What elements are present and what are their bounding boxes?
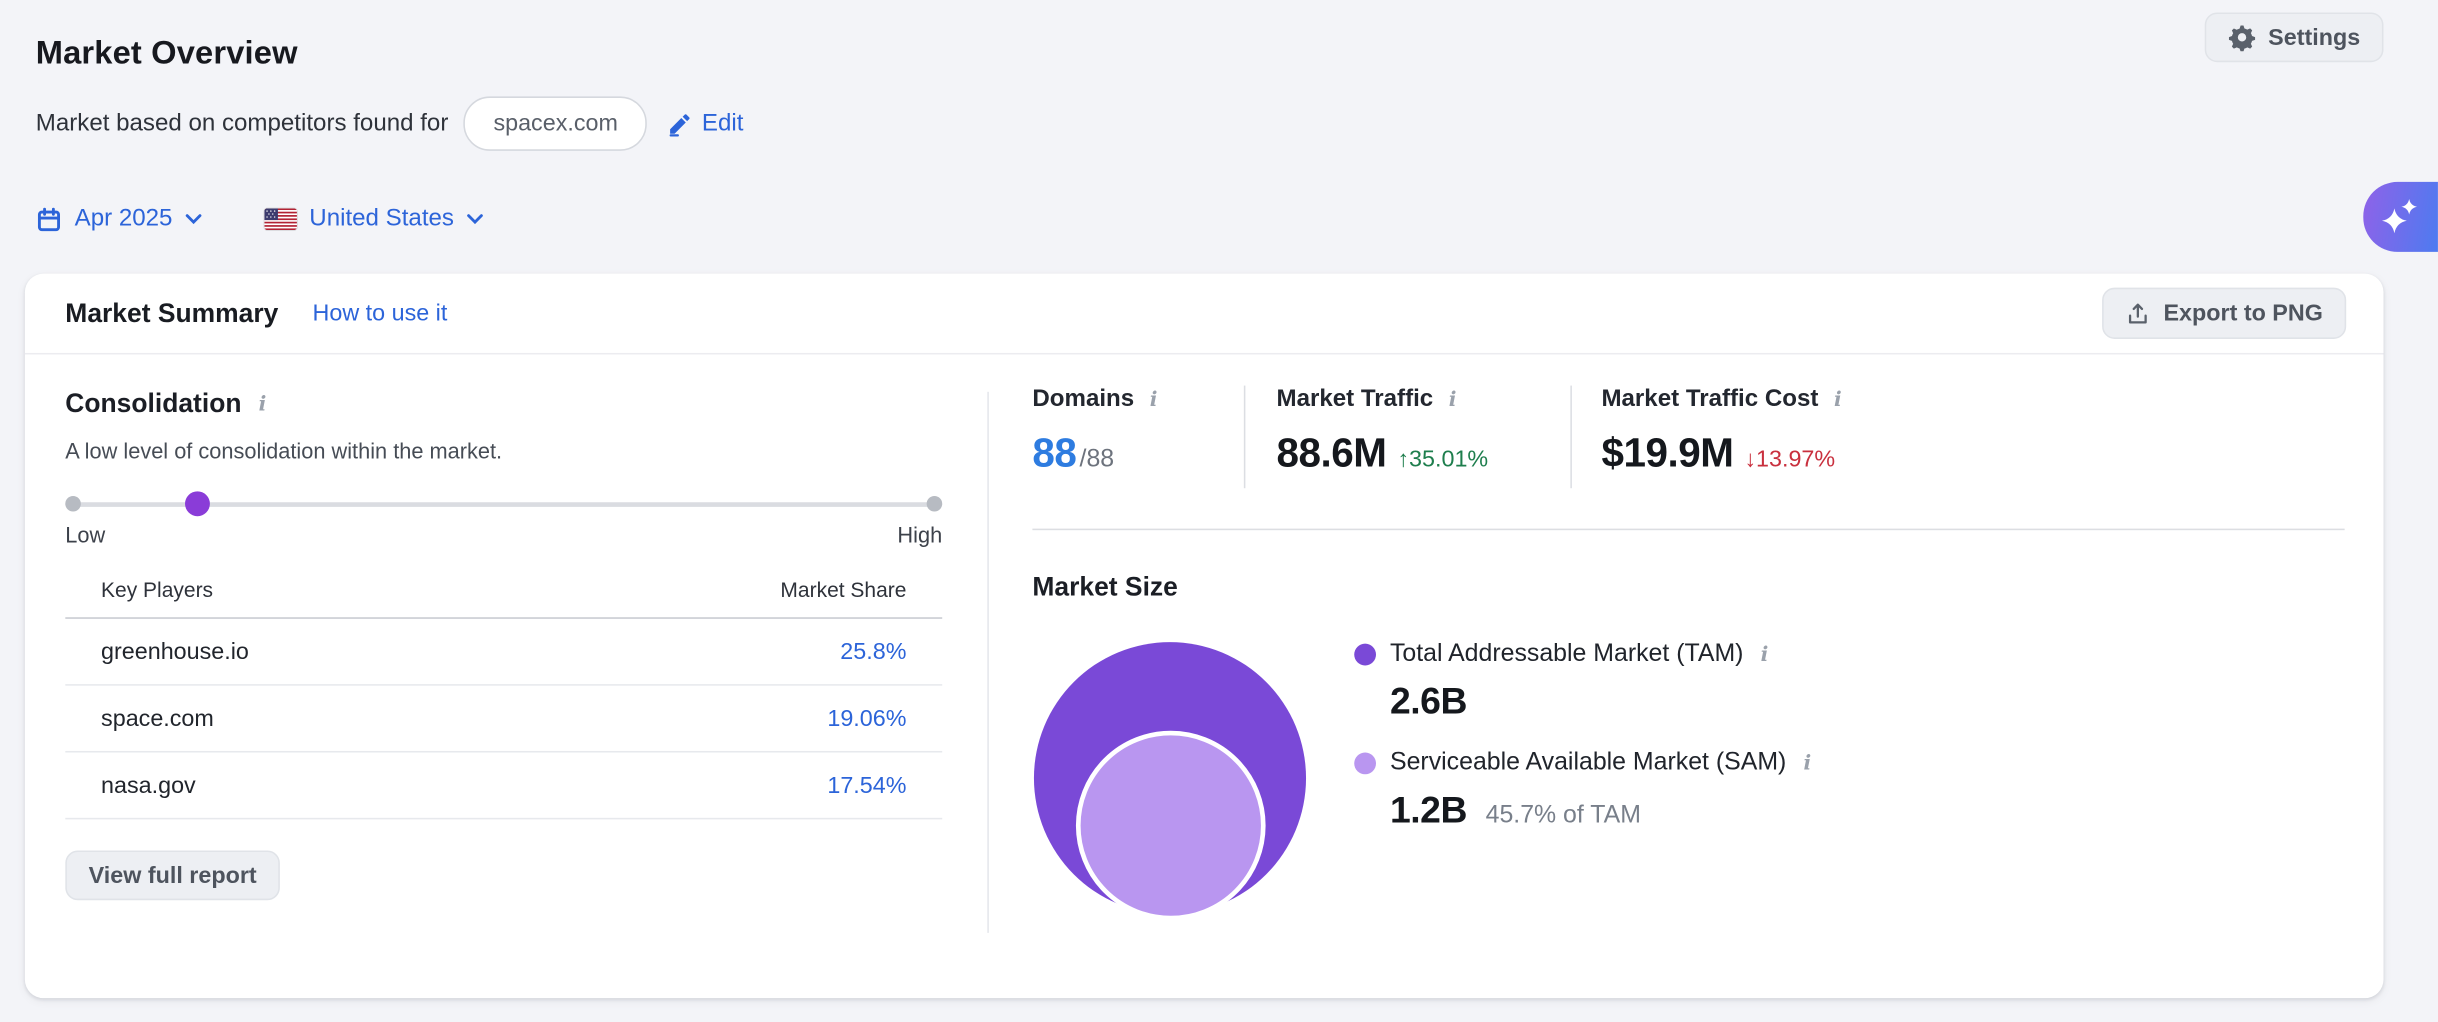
settings-button[interactable]: Settings: [2204, 12, 2384, 63]
chevron-down-icon: [185, 213, 202, 225]
sam-label: Serviceable Available Market (SAM): [1389, 749, 1787, 776]
info-icon[interactable]: i: [1833, 387, 1842, 412]
player-domain: space.com: [101, 705, 214, 732]
pencil-icon: [668, 111, 693, 136]
info-icon[interactable]: i: [1149, 387, 1158, 412]
slider-start-dot: [65, 495, 81, 512]
subtitle-text: Market based on competitors found for: [35, 109, 449, 137]
view-full-report-label: View full report: [88, 862, 257, 889]
export-to-png-button[interactable]: Export to PNG: [2102, 287, 2347, 339]
tam-label: Total Addressable Market (TAM): [1389, 640, 1744, 668]
sam-legend-dot: [1354, 752, 1376, 775]
table-row: nasa.gov 17.54%: [65, 753, 943, 820]
how-to-use-link[interactable]: How to use it: [312, 300, 448, 327]
info-icon[interactable]: i: [1803, 751, 1812, 776]
calendar-icon: [36, 206, 62, 232]
player-domain: greenhouse.io: [101, 638, 249, 665]
card-body: Consolidation i A low level of consolida…: [25, 354, 2384, 996]
slider-low-label: Low: [65, 522, 106, 548]
consolidation-slider-thumb[interactable]: [184, 491, 210, 517]
slider-end-dot: [926, 495, 943, 512]
market-traffic-cost-change: ↓13.97%: [1744, 446, 1836, 473]
sam-value: 1.2B: [1389, 789, 1467, 832]
export-button-label: Export to PNG: [2163, 300, 2323, 327]
market-summary-card: Market Summary How to use it Export to P…: [24, 273, 2384, 999]
info-icon[interactable]: i: [1760, 642, 1769, 667]
slider-high-label: High: [897, 522, 943, 548]
export-icon: [2126, 301, 2151, 326]
edit-link[interactable]: Edit: [668, 109, 744, 138]
tam-legend-dot: [1354, 643, 1376, 666]
country-dropdown[interactable]: United States: [264, 205, 483, 233]
card-title: Market Summary: [65, 297, 279, 328]
market-size-chart-area: Total Addressable Market (TAM) i 2.6B Se…: [1032, 619, 2344, 924]
consolidation-title: Consolidation: [65, 388, 242, 419]
col-key-players: Key Players: [101, 578, 214, 602]
market-traffic-cost-label: Market Traffic Cost: [1601, 385, 1819, 413]
tam-value: 2.6B: [1389, 681, 1467, 723]
consolidation-section: Consolidation i A low level of consolida…: [65, 388, 943, 901]
info-icon[interactable]: i: [258, 392, 267, 416]
market-traffic-metric: Market Traffic i 88.6M ↑35.01%: [1243, 385, 1571, 489]
settings-button-label: Settings: [2268, 24, 2361, 51]
country-dropdown-label: United States: [309, 205, 454, 232]
sam-bubble: [1075, 730, 1266, 921]
date-dropdown[interactable]: Apr 2025: [36, 205, 202, 233]
key-players-table: Key Players Market Share greenhouse.io 2…: [65, 578, 943, 820]
market-traffic-change: ↑35.01%: [1397, 446, 1489, 473]
domain-pill: spacex.com: [463, 96, 648, 151]
table-header: Key Players Market Share: [65, 578, 943, 619]
player-domain: nasa.gov: [101, 771, 196, 799]
table-row: space.com 19.06%: [65, 686, 943, 753]
market-share-link[interactable]: 25.8%: [840, 638, 907, 665]
market-traffic-value: 88.6M: [1276, 429, 1387, 476]
sam-legend-group: Serviceable Available Market (SAM) i 1.2…: [1354, 749, 1814, 833]
market-size-title: Market Size: [1032, 572, 1178, 602]
domains-value: 88: [1032, 429, 1077, 476]
edit-link-label: Edit: [701, 109, 744, 137]
domains-label: Domains: [1032, 385, 1135, 413]
col-market-share: Market Share: [780, 578, 907, 602]
ai-assistant-button[interactable]: [2363, 181, 2438, 252]
table-row: greenhouse.io 25.8%: [65, 619, 943, 686]
column-divider: [987, 391, 989, 933]
metrics-row: Domains i 88 /88 Market Traffic i: [1032, 385, 2344, 489]
slider-track: [65, 501, 943, 507]
domains-metric: Domains i 88 /88: [1032, 386, 1243, 489]
card-header: Market Summary How to use it Export to P…: [24, 274, 2384, 355]
market-traffic-cost-metric: Market Traffic Cost i $19.9M ↓13.97%: [1570, 385, 1844, 489]
sam-percent-of-tam: 45.7% of TAM: [1485, 802, 1641, 829]
market-metrics-section: Domains i 88 /88 Market Traffic i: [1032, 385, 2345, 924]
page-title: Market Overview: [35, 35, 298, 72]
market-traffic-cost-value: $19.9M: [1601, 429, 1734, 476]
tam-sam-bubble-chart: [1032, 619, 1327, 924]
market-size-legend: Total Addressable Market (TAM) i 2.6B Se…: [1354, 619, 1814, 924]
consolidation-description: A low level of consolidation within the …: [65, 438, 503, 464]
filters-row: Apr 2025: [36, 197, 484, 241]
market-subtitle-row: Market based on competitors found for sp…: [35, 96, 744, 151]
tam-legend-group: Total Addressable Market (TAM) i 2.6B: [1354, 641, 1814, 725]
domains-total: /88: [1079, 446, 1115, 473]
info-icon[interactable]: i: [1448, 387, 1457, 412]
view-full-report-button[interactable]: View full report: [65, 850, 280, 901]
market-traffic-label: Market Traffic: [1276, 385, 1434, 413]
consolidation-slider[interactable]: [65, 491, 943, 517]
sparkles-icon: [2380, 197, 2420, 237]
date-dropdown-label: Apr 2025: [74, 205, 173, 232]
metrics-divider: [1032, 528, 2345, 531]
market-share-link[interactable]: 17.54%: [827, 771, 907, 799]
market-share-link[interactable]: 19.06%: [827, 705, 907, 732]
us-flag-icon: [264, 208, 297, 231]
gear-icon: [2228, 23, 2256, 52]
chevron-down-icon: [466, 213, 483, 225]
